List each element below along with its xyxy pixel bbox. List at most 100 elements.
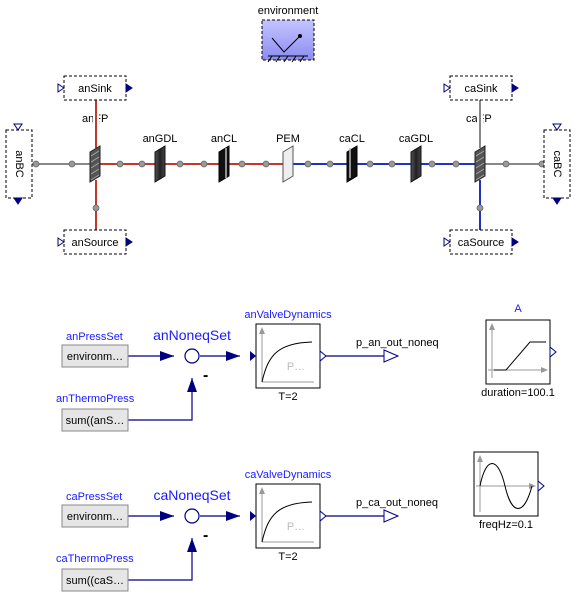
cathode-control-section: caPressSet environm… caThermoPress sum((… bbox=[56, 469, 438, 592]
ancl-label: anCL bbox=[211, 133, 237, 145]
ca-valve-label: caValveDynamics bbox=[245, 469, 332, 481]
cabc-block[interactable]: caBC bbox=[543, 123, 571, 205]
casink-block[interactable]: caSink bbox=[443, 75, 519, 101]
cabc-label: caBC bbox=[551, 151, 563, 178]
cabc-port-bottom bbox=[552, 197, 562, 205]
an-valve-yaxis-arrow bbox=[259, 327, 265, 334]
ca-arrow-press-to-sum bbox=[160, 511, 174, 521]
source-a-block[interactable]: A duration=100.1 bbox=[481, 303, 557, 399]
an-valve-inner-text: P… bbox=[287, 361, 305, 373]
an-output-label: p_an_out_noneq bbox=[356, 337, 439, 349]
ca-arrow-sum-to-valve bbox=[226, 511, 240, 521]
casource-block[interactable]: caSource bbox=[443, 229, 519, 255]
anode-control-section: anPressSet environm… anThermoPress sum((… bbox=[56, 309, 439, 432]
ansink-label: anSink bbox=[78, 83, 112, 95]
pem-label: PEM bbox=[276, 133, 300, 145]
casink-port-in bbox=[443, 83, 451, 93]
source-b-port-out bbox=[537, 479, 545, 493]
ca-thermo-press-block[interactable]: caThermoPress sum((caS… bbox=[56, 553, 134, 592]
ca-thermo-press-value: sum((caS… bbox=[66, 575, 124, 587]
anbc-label: anBC bbox=[13, 150, 25, 178]
an-valve-port-out bbox=[319, 349, 327, 363]
ansink-port-in bbox=[57, 83, 65, 93]
anbc-box bbox=[5, 129, 33, 199]
an-press-set-block[interactable]: anPressSet environm… bbox=[61, 331, 129, 368]
source-b-sine bbox=[479, 463, 533, 509]
an-thermo-press-block[interactable]: anThermoPress sum((anS… bbox=[56, 393, 135, 432]
an-valve-curve bbox=[261, 341, 313, 383]
angdl-label: anGDL bbox=[143, 133, 178, 145]
an-output-block[interactable]: p_an_out_noneq bbox=[356, 337, 439, 363]
ca-press-set-label: caPressSet bbox=[66, 491, 122, 503]
source-a-param: duration=100.1 bbox=[481, 387, 555, 399]
cafp-block[interactable] bbox=[474, 145, 486, 183]
cacl-block[interactable]: caCL bbox=[339, 133, 365, 183]
source-a-port-out bbox=[549, 345, 557, 359]
source-b-box bbox=[473, 451, 539, 517]
cagdl-block[interactable]: caGDL bbox=[399, 133, 433, 183]
an-press-set-label: anPressSet bbox=[66, 331, 123, 343]
environment-curve bbox=[271, 35, 301, 53]
ca-output-label: p_ca_out_noneq bbox=[356, 497, 438, 509]
casink-port-out bbox=[511, 83, 519, 93]
ca-valve-yaxis-arrow bbox=[259, 487, 265, 494]
source-a-box bbox=[485, 319, 551, 385]
ca-valve-port-out bbox=[319, 509, 327, 523]
cabc-port-top bbox=[552, 123, 562, 131]
an-arrow-press-to-sum bbox=[160, 351, 174, 361]
ca-valve-inner-text: P… bbox=[287, 521, 305, 533]
source-b-yaxis-arrow bbox=[477, 455, 483, 462]
cafp-hatch bbox=[475, 150, 485, 181]
ca-valve-port-in bbox=[250, 511, 256, 521]
ca-noneq-minus: - bbox=[203, 527, 208, 544]
ca-press-set-value: environm… bbox=[67, 511, 123, 523]
source-a-xaxis-arrow bbox=[541, 367, 548, 373]
casource-label: caSource bbox=[458, 237, 504, 249]
angdl-block[interactable]: anGDL bbox=[143, 133, 178, 183]
an-valve-dynamics-block[interactable]: anValveDynamics P… T=2 bbox=[244, 309, 332, 403]
ca-valve-dynamics-block[interactable]: caValveDynamics P… T=2 bbox=[245, 469, 332, 563]
environment-box bbox=[261, 19, 315, 61]
ansource-box bbox=[63, 229, 127, 255]
an-noneq-set-block[interactable]: anNoneqSet - bbox=[153, 327, 231, 384]
ca-noneq-set-block[interactable]: caNoneqSet - bbox=[153, 487, 230, 544]
cabc-box bbox=[543, 129, 571, 199]
ca-press-set-block[interactable]: caPressSet environm… bbox=[61, 491, 129, 528]
source-a-yaxis-arrow bbox=[489, 323, 495, 330]
an-arrow-thermo-to-sum bbox=[187, 378, 197, 392]
anfp-hatch bbox=[90, 150, 100, 181]
pem-shape bbox=[282, 145, 294, 183]
an-valve-param: T=2 bbox=[278, 391, 297, 403]
environment-label: environment bbox=[258, 5, 319, 17]
anbc-block[interactable]: anBC bbox=[5, 123, 33, 205]
anbc-port-bottom bbox=[13, 197, 23, 205]
an-valve-port-in bbox=[250, 351, 256, 361]
cacl-shape bbox=[346, 145, 358, 183]
ancl-shape bbox=[218, 145, 230, 183]
pem-block[interactable]: PEM bbox=[276, 133, 300, 183]
ca-noneq-set-label: caNoneqSet bbox=[153, 487, 230, 503]
cacl-label: caCL bbox=[339, 133, 365, 145]
ansink-block[interactable]: anSink bbox=[57, 75, 133, 101]
an-valve-box bbox=[255, 323, 321, 389]
ansource-port-in bbox=[57, 237, 65, 247]
ca-noneq-sum-circle bbox=[184, 508, 200, 524]
ca-press-set-box bbox=[61, 504, 129, 528]
an-arrow-sum-to-valve bbox=[226, 351, 240, 361]
anfp-block[interactable] bbox=[89, 145, 101, 183]
source-b-param: freqHz=0.1 bbox=[479, 519, 533, 531]
ca-thermo-press-label: caThermoPress bbox=[56, 553, 134, 565]
ansource-block[interactable]: anSource bbox=[57, 229, 133, 255]
environment-block[interactable]: environment bbox=[258, 5, 319, 63]
ancl-block[interactable]: anCL bbox=[211, 133, 237, 183]
source-a-ramp bbox=[494, 341, 546, 371]
environment-dot bbox=[298, 34, 302, 38]
ca-valve-param: T=2 bbox=[278, 551, 297, 563]
an-output-port bbox=[383, 349, 400, 363]
source-b-block[interactable]: B freqHz=0.1 bbox=[473, 451, 545, 531]
ca-output-block[interactable]: p_ca_out_noneq bbox=[356, 497, 438, 523]
source-b-xaxis-arrow bbox=[529, 483, 536, 489]
ansource-port-out bbox=[125, 237, 133, 247]
an-thermo-press-label: anThermoPress bbox=[56, 393, 135, 405]
